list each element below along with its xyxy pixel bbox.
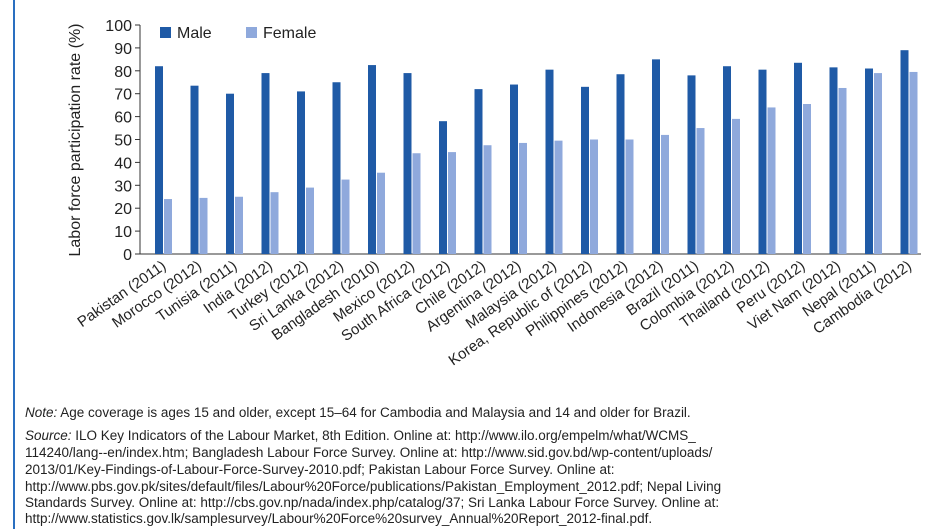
bar <box>874 73 882 254</box>
y-tick-label: 0 <box>123 247 132 264</box>
bar <box>581 86 589 254</box>
bar <box>803 104 811 254</box>
source-line: 2013/01/Key-Findings-of-Labour-Force-Sur… <box>25 462 615 477</box>
source-text: Standards Survey. Online at: http://cbs.… <box>25 495 719 510</box>
legend-label: Female <box>263 25 316 42</box>
bar <box>235 196 243 254</box>
bar <box>448 152 456 254</box>
source-line: 114240/lang--en/index.htm; Bangladesh La… <box>25 445 713 460</box>
bar <box>270 192 279 254</box>
bar <box>403 73 412 254</box>
bar <box>199 197 208 254</box>
bar <box>377 172 385 254</box>
note: Note: Age coverage is ages 15 and older,… <box>25 405 691 420</box>
source-line: http://www.statistics.gov.lk/samplesurve… <box>25 511 652 526</box>
bar <box>510 84 518 254</box>
bar <box>794 62 802 254</box>
legend-swatch <box>246 27 257 38</box>
bar <box>687 75 696 254</box>
source-line: http://www.pbs.gov.pk/sites/default/file… <box>25 479 721 494</box>
y-tick-label: 20 <box>114 201 132 218</box>
bar <box>190 85 199 254</box>
bar <box>226 93 234 254</box>
source-line: Source: ILO Key Indicators of the Labour… <box>25 428 696 443</box>
bar <box>297 91 305 254</box>
bar <box>155 66 163 254</box>
y-tick-label: 40 <box>114 155 132 172</box>
bar <box>590 139 598 254</box>
y-axis-label: Labor force participation rate (%) <box>67 24 84 257</box>
y-tick-label: 30 <box>114 178 132 195</box>
bar <box>829 67 838 255</box>
legend-label: Male <box>177 25 212 42</box>
y-tick-label: 60 <box>114 110 132 127</box>
bar <box>909 71 918 254</box>
bar <box>696 128 705 254</box>
bar <box>865 68 873 254</box>
y-tick-label: 100 <box>105 18 132 35</box>
bar <box>652 59 660 254</box>
bar <box>341 179 350 254</box>
y-tick-label: 80 <box>114 64 132 81</box>
bar <box>732 118 740 254</box>
y-tick-label: 10 <box>114 224 132 241</box>
bar <box>545 69 554 254</box>
source-text: http://www.statistics.gov.lk/samplesurve… <box>25 511 652 526</box>
source-text: ILO Key Indicators of the Labour Market,… <box>72 428 697 443</box>
bar <box>554 140 563 254</box>
source-text: http://www.pbs.gov.pk/sites/default/file… <box>25 479 721 494</box>
bar <box>838 87 847 254</box>
legend-swatch <box>160 27 171 38</box>
bar <box>767 107 776 254</box>
bar <box>306 187 314 254</box>
bar <box>616 74 625 254</box>
source-text: 2013/01/Key-Findings-of-Labour-Force-Sur… <box>25 462 615 477</box>
y-tick-label: 50 <box>114 133 132 150</box>
y-tick-label: 70 <box>114 87 132 104</box>
source-label: Source: <box>25 428 72 443</box>
bar <box>483 145 492 254</box>
source-text: 114240/lang--en/index.htm; Bangladesh La… <box>25 445 713 460</box>
note-label: Note: <box>25 405 58 420</box>
y-tick-label: 90 <box>114 41 132 58</box>
source-line: Standards Survey. Online at: http://cbs.… <box>25 495 719 510</box>
bar <box>519 142 527 254</box>
bar <box>368 65 376 254</box>
bar <box>625 139 634 254</box>
bar <box>474 89 483 255</box>
bar <box>332 82 341 254</box>
bar <box>758 69 767 254</box>
bar <box>412 153 421 254</box>
bar <box>900 50 909 254</box>
bar <box>723 66 731 254</box>
bar <box>439 121 447 255</box>
note-text: Age coverage is ages 15 and older, excep… <box>57 405 690 420</box>
bar <box>661 134 669 254</box>
bar <box>261 73 270 254</box>
bar <box>164 199 172 254</box>
